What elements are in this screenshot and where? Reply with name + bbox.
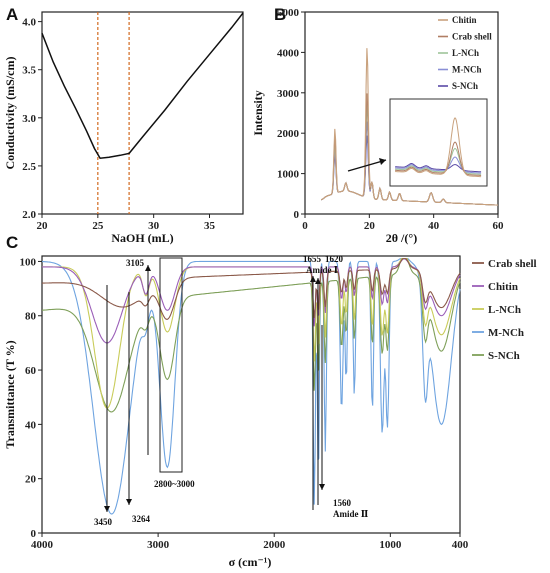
chart-b: 0 20 40 60 0 1000 2000 3000 4000 5000 2θ /(°) Inten… [251,7,504,245]
legend-label: L-NCh [452,48,479,58]
x-tick-label: 20 [37,220,49,232]
chart-a: 20 25 30 35 2.0 2.5 3.0 3.5 4.0 NaOH (mL) Conducti… [3,11,244,245]
ftir-series-line [42,258,461,409]
legend-label: Crab shell [488,258,537,270]
y-tick-label: 60 [25,365,37,377]
ftir-series-line [41,258,461,413]
x-tick-label: 25 [92,220,104,232]
annotation-amide-1: Amide Ⅰ [306,265,338,275]
y-tick-label: 3000 [277,88,300,100]
arrow-1620-head [315,278,321,284]
y-tick-label: 1000 [277,169,300,181]
ftir-series-line [41,258,461,320]
plot-frame [304,11,499,215]
y-tick-label: 4.0 [22,17,36,29]
arrow-3264-head [126,499,132,505]
x-tick-label: 60 [493,220,505,232]
y-axis-label: Conductivity (mS/cm) [3,57,17,170]
arrow-3105-head [145,265,151,271]
legend-label: Chitin [452,15,477,25]
y-tick-label: 2.5 [22,161,36,173]
y-tick-label: 40 [25,419,37,431]
inset-series-line [395,156,482,174]
y-tick-label: 20 [25,474,37,486]
y-axis-label: Intensity [251,90,265,135]
x-tick-label: 0 [302,220,308,232]
arrow-1655-head [310,276,316,282]
annotation-1655: 1655 [303,254,322,264]
x-tick-label: 40 [428,220,440,232]
inset-arrow-head [379,158,386,165]
x-tick-label: 400 [452,539,469,551]
annotation-1560: 1560 [333,498,352,508]
plot-frame [41,11,244,215]
y-tick-label: 3.5 [22,65,36,77]
y-axis-label: Transmittance (T %) [3,340,17,448]
legend-label: M-NCh [488,327,524,339]
plot-frame [41,255,461,534]
x-tick-label: 4000 [31,539,54,551]
annotation-3450: 3450 [94,517,113,527]
xrd-series-line [320,48,498,206]
x-axis-label: NaOH (mL) [111,231,173,245]
annotation-3264: 3264 [132,514,151,524]
panel-label-c: C [6,233,18,252]
conductivity-series-line [41,12,244,159]
x-tick-label: 35 [204,220,216,232]
y-tick-label: 0 [31,528,37,540]
annotation-3105: 3105 [126,258,145,268]
y-tick-label: 0 [294,209,300,221]
y-tick-label: 2.0 [22,209,36,221]
x-tick-label: 30 [148,220,160,232]
legend-label: S-NCh [488,350,520,362]
arrow-3450-head [104,506,110,512]
x-tick-label: 20 [364,220,376,232]
panel-label-b: B [274,5,286,24]
x-tick-label: 1000 [379,539,402,551]
inset-arrow-shaft [347,159,387,172]
legend-label: Chitin [488,281,518,293]
annotation-2800-3000: 2800~3000 [154,479,195,489]
y-tick-label: 3.0 [22,113,36,125]
annotation-1620: 1620 [325,254,344,264]
legend-label: Crab shell [452,32,492,42]
legend-label: M-NCh [452,65,482,75]
ftir-series-line [42,258,461,515]
y-tick-label: 80 [25,311,37,323]
annotation-amide-2: Amide Ⅱ [333,509,369,519]
x-tick-label: 3000 [147,539,170,551]
y-tick-label: 5000 [277,7,300,19]
inset-series-line [395,162,482,173]
y-tick-label: 4000 [277,47,300,59]
arrow-1560-head [319,484,325,490]
inset-series-line [395,148,482,175]
legend-label: S-NCh [452,81,478,91]
inset-series-line [395,141,482,176]
x-axis-label: σ (cm⁻¹) [229,555,272,569]
y-tick-label: 100 [20,256,37,268]
legend-label: L-NCh [488,304,521,316]
y-tick-label: 2000 [277,128,300,140]
panel-label-a: A [6,5,18,24]
x-tick-label: 2000 [263,539,286,551]
x-axis-label: 2θ /(°) [386,231,417,245]
ch-stretch-box [159,257,183,473]
inset-series-line [395,117,482,178]
